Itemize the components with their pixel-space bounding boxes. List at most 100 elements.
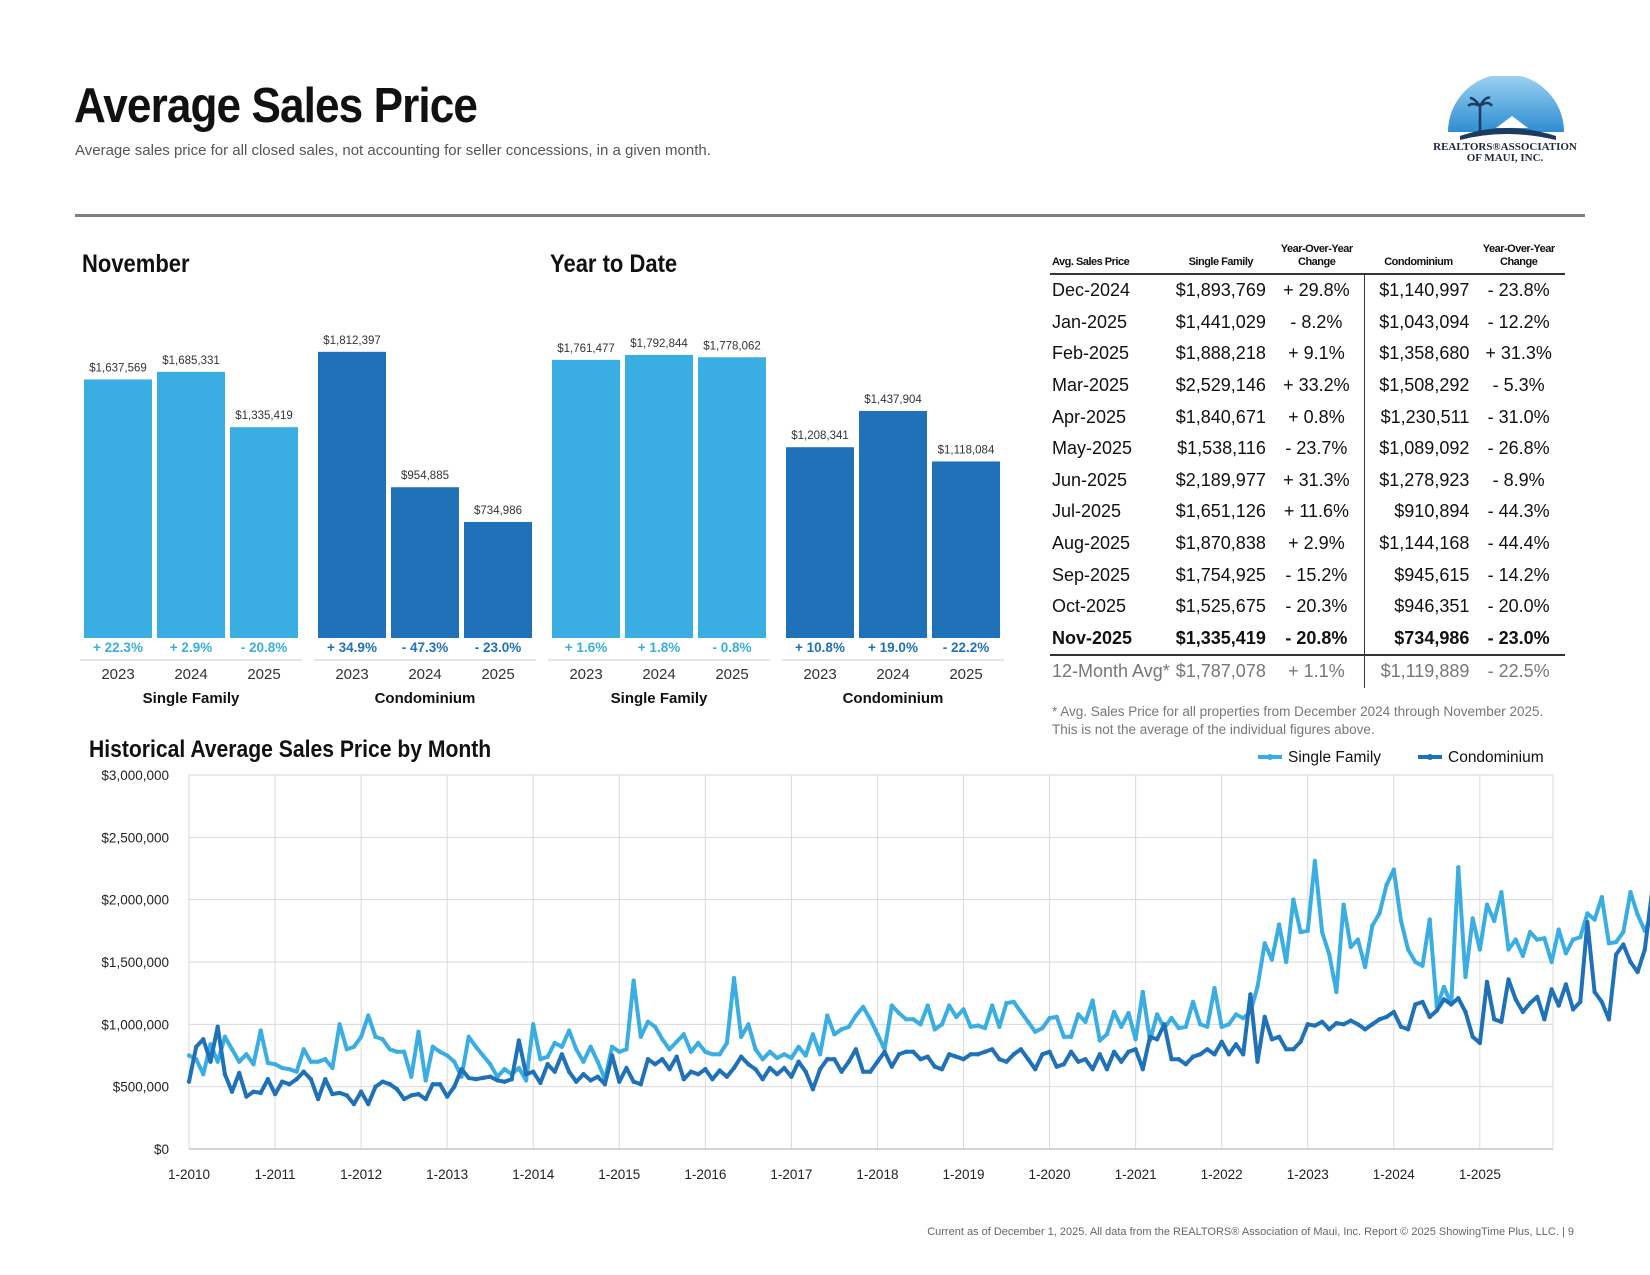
data-point xyxy=(652,1024,658,1029)
cell-condo-price: $1,358,680 xyxy=(1364,338,1473,370)
data-point xyxy=(1276,922,1282,927)
data-point xyxy=(366,1101,371,1107)
cell-condo-change: - 44.4% xyxy=(1487,533,1550,554)
data-point xyxy=(287,1067,292,1072)
data-point xyxy=(480,1075,486,1081)
data-point xyxy=(1140,1067,1146,1072)
data-point xyxy=(1119,1024,1124,1029)
table-row: May-2025 $1,538,116 - 23.7% $1,089,092 - 26.… xyxy=(1050,432,1565,465)
table-row: Mar-2025 $2,529,146 + 33.2% $1,508,292 - 5.3… xyxy=(1050,369,1565,402)
x-tick-label: 1-2016 xyxy=(684,1167,726,1180)
bar-year-label: 2025 xyxy=(949,666,982,683)
data-point xyxy=(667,1047,672,1052)
data-point xyxy=(796,1044,801,1049)
data-point xyxy=(1047,1015,1052,1021)
data-point xyxy=(538,1080,543,1086)
x-tick-label: 1-2022 xyxy=(1201,1167,1243,1180)
data-point xyxy=(1126,1010,1131,1016)
data-point xyxy=(825,1013,830,1018)
bar-change-label: - 22.2% xyxy=(943,640,990,655)
data-point xyxy=(531,1022,536,1027)
data-point xyxy=(753,1067,758,1072)
x-tick-label: 1-2023 xyxy=(1287,1167,1329,1180)
data-point xyxy=(1578,999,1583,1005)
data-point xyxy=(860,1069,866,1074)
bar-value-label: $954,885 xyxy=(401,470,449,482)
data-point xyxy=(1248,992,1253,997)
x-tick-label: 1-2014 xyxy=(512,1167,555,1180)
cell-month: Nov-2025 xyxy=(1052,627,1133,648)
data-point xyxy=(1133,1047,1138,1052)
bar-year-label: 2023 xyxy=(803,666,836,683)
data-point xyxy=(566,1069,572,1074)
data-point xyxy=(237,1070,242,1076)
data-point xyxy=(1556,1003,1561,1008)
page-footer: Current as of December 1, 2025. All data… xyxy=(927,1226,1574,1238)
data-point xyxy=(1305,928,1310,933)
cell-month: Aug-2025 xyxy=(1052,533,1131,554)
data-point xyxy=(1570,1007,1576,1012)
data-point xyxy=(1477,947,1483,952)
data-point xyxy=(789,1074,794,1079)
data-point xyxy=(1262,941,1267,946)
table-row: Jul-2025 $1,651,126 + 11.6% $910,894 - 44.3% xyxy=(1050,496,1565,528)
data-point xyxy=(1362,1027,1368,1032)
data-point xyxy=(1090,998,1095,1003)
x-tick-label: 1-2017 xyxy=(770,1167,812,1180)
data-point xyxy=(308,1077,314,1082)
x-tick-label: 1-2024 xyxy=(1373,1167,1416,1180)
header-condo-yoy-change: Year-Over-Year Change xyxy=(1472,243,1565,275)
data-point xyxy=(997,1024,1002,1029)
data-point xyxy=(531,1069,536,1074)
data-point xyxy=(932,1064,937,1069)
data-point xyxy=(1176,1057,1181,1062)
history-line-chart: $0 $500,000 $1,000,000 $1,500,000 $2,000,000… xyxy=(101,749,1650,1180)
data-point xyxy=(1578,934,1583,940)
data-point xyxy=(1269,1037,1275,1042)
data-point xyxy=(810,1087,816,1092)
data-point xyxy=(208,1042,213,1047)
cell-sf-price: $1,754,925 xyxy=(1175,564,1266,585)
data-point xyxy=(516,1065,522,1071)
cell-sf-change: + 0.8% xyxy=(1288,406,1345,427)
data-point xyxy=(1535,937,1540,942)
data-point xyxy=(445,1094,450,1099)
cell-month: 12-Month Avg* xyxy=(1050,654,1173,688)
data-point xyxy=(1384,1014,1389,1020)
data-point xyxy=(703,1049,708,1054)
bar-value-label: $1,812,397 xyxy=(323,335,381,347)
cell-sf-change: - 15.2% xyxy=(1285,564,1348,585)
data-point xyxy=(739,1034,744,1039)
data-point xyxy=(552,1040,557,1046)
data-point xyxy=(1520,1009,1526,1015)
data-point xyxy=(1090,1067,1095,1072)
cell-sf-price: $1,525,675 xyxy=(1175,596,1266,617)
table-row: Jun-2025 $2,189,977 + 31.3% $1,278,923 - 8.9… xyxy=(1050,464,1565,497)
data-point xyxy=(1255,1059,1260,1064)
bar-year-label: 2024 xyxy=(876,666,909,683)
data-point xyxy=(1434,1008,1440,1013)
data-point xyxy=(301,1047,306,1052)
data-point xyxy=(846,1024,851,1029)
data-point xyxy=(452,1084,457,1089)
data-point xyxy=(1154,1037,1160,1042)
data-point xyxy=(817,1067,823,1072)
data-point xyxy=(330,1091,335,1097)
data-point xyxy=(688,1069,694,1074)
bar-ytd-single_family-0 xyxy=(552,359,620,638)
data-point xyxy=(982,1049,988,1054)
data-point xyxy=(1004,1059,1009,1064)
data-point xyxy=(1484,902,1490,907)
data-point xyxy=(1025,1019,1031,1024)
x-tick-label: 1-2018 xyxy=(856,1167,898,1180)
data-point xyxy=(1226,1052,1232,1057)
data-point xyxy=(1004,1000,1009,1006)
data-point xyxy=(1628,890,1633,895)
data-point xyxy=(1348,944,1354,950)
table-row: Oct-2025 $1,525,675 - 20.3% $946,351 - 20.0% xyxy=(1050,590,1565,623)
data-point xyxy=(1456,996,1461,1001)
bar-change-label: + 1.6% xyxy=(565,640,607,655)
data-point xyxy=(739,1054,744,1059)
cell-condo-price: $1,230,511 xyxy=(1364,401,1473,433)
data-point xyxy=(1111,1009,1117,1015)
